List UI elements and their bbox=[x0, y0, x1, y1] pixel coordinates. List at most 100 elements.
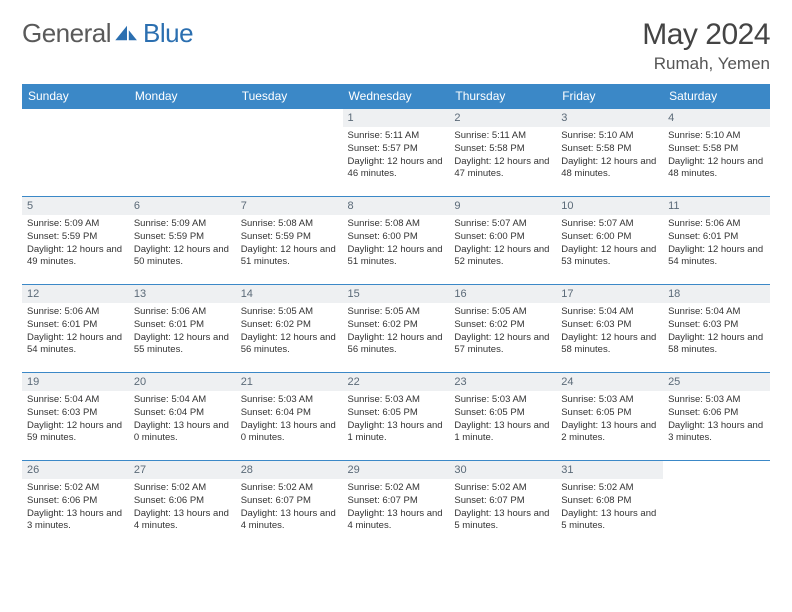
logo-text-1: General bbox=[22, 18, 111, 49]
day-details: Sunrise: 5:06 AMSunset: 6:01 PMDaylight:… bbox=[22, 303, 129, 361]
day-number: 16 bbox=[449, 285, 556, 303]
day-cell: 16Sunrise: 5:05 AMSunset: 6:02 PMDayligh… bbox=[449, 285, 556, 373]
day-details: Sunrise: 5:04 AMSunset: 6:03 PMDaylight:… bbox=[22, 391, 129, 449]
day-number: 2 bbox=[449, 109, 556, 127]
day-number: 17 bbox=[556, 285, 663, 303]
day-details: Sunrise: 5:06 AMSunset: 6:01 PMDaylight:… bbox=[129, 303, 236, 361]
day-cell: 18Sunrise: 5:04 AMSunset: 6:03 PMDayligh… bbox=[663, 285, 770, 373]
day-header: Wednesday bbox=[343, 84, 450, 109]
day-details: Sunrise: 5:02 AMSunset: 6:08 PMDaylight:… bbox=[556, 479, 663, 537]
day-cell: 31Sunrise: 5:02 AMSunset: 6:08 PMDayligh… bbox=[556, 461, 663, 549]
logo-sail-icon bbox=[115, 18, 139, 49]
day-header: Tuesday bbox=[236, 84, 343, 109]
day-header: Sunday bbox=[22, 84, 129, 109]
day-number: 20 bbox=[129, 373, 236, 391]
day-cell: 7Sunrise: 5:08 AMSunset: 5:59 PMDaylight… bbox=[236, 197, 343, 285]
day-cell: 19Sunrise: 5:04 AMSunset: 6:03 PMDayligh… bbox=[22, 373, 129, 461]
day-details: Sunrise: 5:08 AMSunset: 5:59 PMDaylight:… bbox=[236, 215, 343, 273]
day-details: Sunrise: 5:09 AMSunset: 5:59 PMDaylight:… bbox=[22, 215, 129, 273]
day-cell bbox=[129, 109, 236, 197]
day-details: Sunrise: 5:03 AMSunset: 6:05 PMDaylight:… bbox=[343, 391, 450, 449]
day-number: 11 bbox=[663, 197, 770, 215]
day-number: 27 bbox=[129, 461, 236, 479]
day-header: Friday bbox=[556, 84, 663, 109]
day-number: 29 bbox=[343, 461, 450, 479]
day-cell: 30Sunrise: 5:02 AMSunset: 6:07 PMDayligh… bbox=[449, 461, 556, 549]
day-cell bbox=[663, 461, 770, 549]
week-row: 5Sunrise: 5:09 AMSunset: 5:59 PMDaylight… bbox=[22, 197, 770, 285]
day-number: 21 bbox=[236, 373, 343, 391]
day-number: 19 bbox=[22, 373, 129, 391]
day-header: Saturday bbox=[663, 84, 770, 109]
day-details: Sunrise: 5:05 AMSunset: 6:02 PMDaylight:… bbox=[343, 303, 450, 361]
day-cell: 10Sunrise: 5:07 AMSunset: 6:00 PMDayligh… bbox=[556, 197, 663, 285]
day-details: Sunrise: 5:04 AMSunset: 6:03 PMDaylight:… bbox=[663, 303, 770, 361]
day-cell: 4Sunrise: 5:10 AMSunset: 5:58 PMDaylight… bbox=[663, 109, 770, 197]
day-cell: 28Sunrise: 5:02 AMSunset: 6:07 PMDayligh… bbox=[236, 461, 343, 549]
day-details: Sunrise: 5:04 AMSunset: 6:03 PMDaylight:… bbox=[556, 303, 663, 361]
day-details: Sunrise: 5:06 AMSunset: 6:01 PMDaylight:… bbox=[663, 215, 770, 273]
day-number: 18 bbox=[663, 285, 770, 303]
day-cell: 13Sunrise: 5:06 AMSunset: 6:01 PMDayligh… bbox=[129, 285, 236, 373]
day-cell: 14Sunrise: 5:05 AMSunset: 6:02 PMDayligh… bbox=[236, 285, 343, 373]
day-number: 3 bbox=[556, 109, 663, 127]
day-cell bbox=[236, 109, 343, 197]
day-details: Sunrise: 5:05 AMSunset: 6:02 PMDaylight:… bbox=[449, 303, 556, 361]
day-cell: 27Sunrise: 5:02 AMSunset: 6:06 PMDayligh… bbox=[129, 461, 236, 549]
week-row: 1Sunrise: 5:11 AMSunset: 5:57 PMDaylight… bbox=[22, 109, 770, 197]
day-details: Sunrise: 5:02 AMSunset: 6:07 PMDaylight:… bbox=[343, 479, 450, 537]
day-cell: 6Sunrise: 5:09 AMSunset: 5:59 PMDaylight… bbox=[129, 197, 236, 285]
day-number: 12 bbox=[22, 285, 129, 303]
day-cell: 15Sunrise: 5:05 AMSunset: 6:02 PMDayligh… bbox=[343, 285, 450, 373]
day-number: 13 bbox=[129, 285, 236, 303]
day-cell: 23Sunrise: 5:03 AMSunset: 6:05 PMDayligh… bbox=[449, 373, 556, 461]
day-cell bbox=[22, 109, 129, 197]
title-block: May 2024 Rumah, Yemen bbox=[642, 18, 770, 74]
day-cell: 12Sunrise: 5:06 AMSunset: 6:01 PMDayligh… bbox=[22, 285, 129, 373]
day-cell: 22Sunrise: 5:03 AMSunset: 6:05 PMDayligh… bbox=[343, 373, 450, 461]
day-details: Sunrise: 5:09 AMSunset: 5:59 PMDaylight:… bbox=[129, 215, 236, 273]
day-details: Sunrise: 5:02 AMSunset: 6:07 PMDaylight:… bbox=[449, 479, 556, 537]
day-header-row: SundayMondayTuesdayWednesdayThursdayFrid… bbox=[22, 84, 770, 109]
week-row: 19Sunrise: 5:04 AMSunset: 6:03 PMDayligh… bbox=[22, 373, 770, 461]
day-details: Sunrise: 5:02 AMSunset: 6:06 PMDaylight:… bbox=[129, 479, 236, 537]
day-number: 24 bbox=[556, 373, 663, 391]
day-details: Sunrise: 5:10 AMSunset: 5:58 PMDaylight:… bbox=[556, 127, 663, 185]
day-cell: 26Sunrise: 5:02 AMSunset: 6:06 PMDayligh… bbox=[22, 461, 129, 549]
day-cell: 25Sunrise: 5:03 AMSunset: 6:06 PMDayligh… bbox=[663, 373, 770, 461]
day-cell: 8Sunrise: 5:08 AMSunset: 6:00 PMDaylight… bbox=[343, 197, 450, 285]
day-details: Sunrise: 5:02 AMSunset: 6:06 PMDaylight:… bbox=[22, 479, 129, 537]
day-cell: 3Sunrise: 5:10 AMSunset: 5:58 PMDaylight… bbox=[556, 109, 663, 197]
day-number: 10 bbox=[556, 197, 663, 215]
day-number: 4 bbox=[663, 109, 770, 127]
day-cell: 11Sunrise: 5:06 AMSunset: 6:01 PMDayligh… bbox=[663, 197, 770, 285]
day-cell: 20Sunrise: 5:04 AMSunset: 6:04 PMDayligh… bbox=[129, 373, 236, 461]
day-number: 7 bbox=[236, 197, 343, 215]
logo: GeneralBlue bbox=[22, 18, 193, 49]
day-number: 22 bbox=[343, 373, 450, 391]
location: Rumah, Yemen bbox=[642, 54, 770, 74]
calendar-body: 1Sunrise: 5:11 AMSunset: 5:57 PMDaylight… bbox=[22, 109, 770, 549]
day-cell: 2Sunrise: 5:11 AMSunset: 5:58 PMDaylight… bbox=[449, 109, 556, 197]
day-details: Sunrise: 5:11 AMSunset: 5:58 PMDaylight:… bbox=[449, 127, 556, 185]
day-number: 9 bbox=[449, 197, 556, 215]
day-number: 30 bbox=[449, 461, 556, 479]
day-number: 31 bbox=[556, 461, 663, 479]
day-details: Sunrise: 5:07 AMSunset: 6:00 PMDaylight:… bbox=[556, 215, 663, 273]
day-details: Sunrise: 5:04 AMSunset: 6:04 PMDaylight:… bbox=[129, 391, 236, 449]
month-title: May 2024 bbox=[642, 18, 770, 52]
day-details: Sunrise: 5:02 AMSunset: 6:07 PMDaylight:… bbox=[236, 479, 343, 537]
week-row: 26Sunrise: 5:02 AMSunset: 6:06 PMDayligh… bbox=[22, 461, 770, 549]
day-details: Sunrise: 5:03 AMSunset: 6:05 PMDaylight:… bbox=[556, 391, 663, 449]
day-number: 14 bbox=[236, 285, 343, 303]
day-number: 8 bbox=[343, 197, 450, 215]
day-details: Sunrise: 5:03 AMSunset: 6:04 PMDaylight:… bbox=[236, 391, 343, 449]
header: GeneralBlue May 2024 Rumah, Yemen bbox=[22, 18, 770, 74]
day-details: Sunrise: 5:03 AMSunset: 6:06 PMDaylight:… bbox=[663, 391, 770, 449]
day-details: Sunrise: 5:05 AMSunset: 6:02 PMDaylight:… bbox=[236, 303, 343, 361]
day-number: 1 bbox=[343, 109, 450, 127]
day-number: 28 bbox=[236, 461, 343, 479]
day-cell: 24Sunrise: 5:03 AMSunset: 6:05 PMDayligh… bbox=[556, 373, 663, 461]
day-cell: 5Sunrise: 5:09 AMSunset: 5:59 PMDaylight… bbox=[22, 197, 129, 285]
day-details: Sunrise: 5:11 AMSunset: 5:57 PMDaylight:… bbox=[343, 127, 450, 185]
